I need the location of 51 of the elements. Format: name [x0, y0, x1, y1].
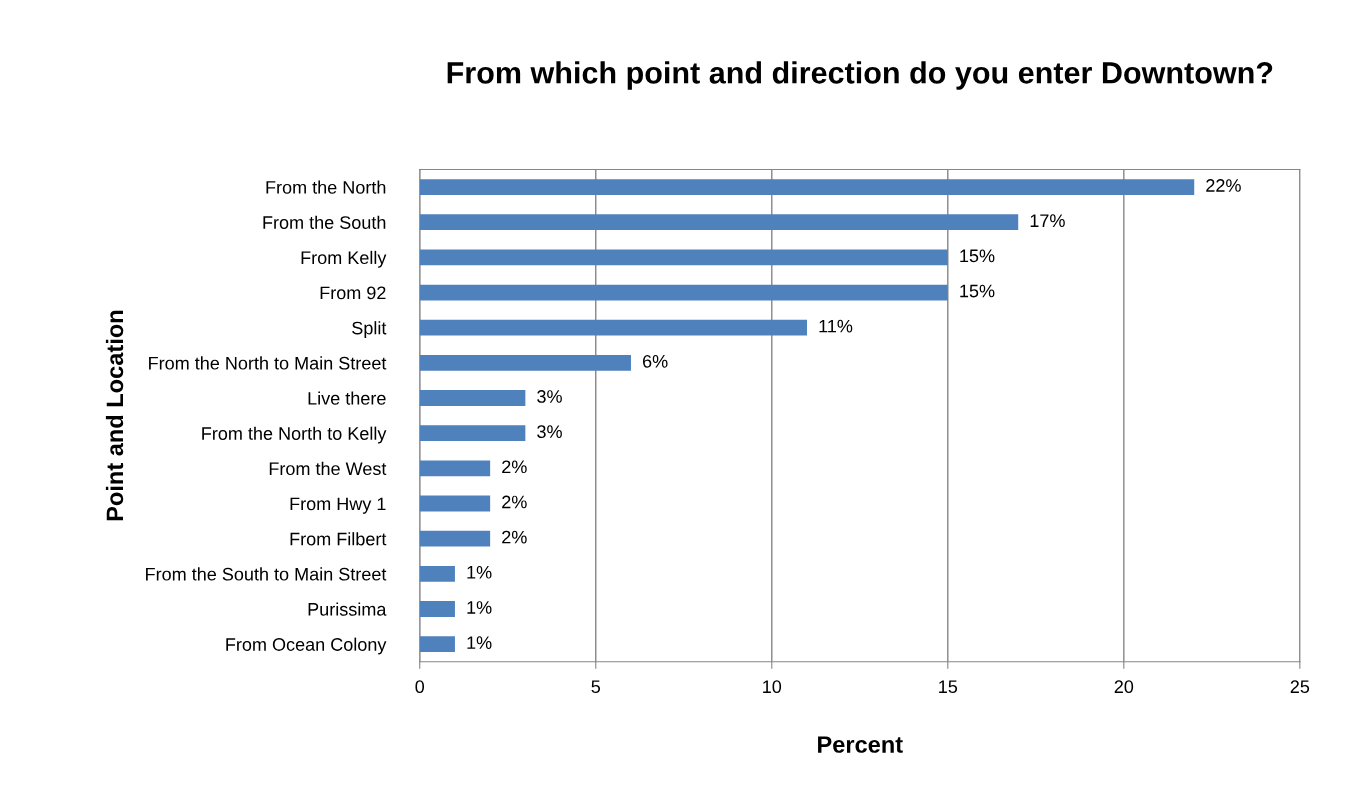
- y-tick-label: Purissima: [308, 602, 387, 616]
- data-label: 22%: [1206, 179, 1241, 192]
- bar: [419, 214, 1019, 231]
- data-label: 1%: [467, 636, 492, 649]
- y-tick-label: From the West: [269, 461, 387, 476]
- data-label: 2%: [502, 495, 527, 509]
- x-tick-label: 5: [591, 680, 601, 694]
- data-label: 2%: [502, 530, 527, 544]
- data-label: 2%: [502, 460, 527, 474]
- data-label: 11%: [819, 319, 853, 333]
- bar: [419, 249, 948, 266]
- y-tick-label: From Filbert: [290, 532, 387, 546]
- data-label: 6%: [642, 354, 668, 368]
- y-tick-label: From the North to Main Street: [149, 356, 387, 370]
- data-label: 1%: [467, 601, 492, 614]
- bar: [419, 319, 807, 336]
- x-tick-label: 0: [415, 680, 425, 694]
- bar: [419, 565, 455, 582]
- y-tick-label: From the North: [266, 180, 386, 194]
- data-label: 1%: [467, 565, 492, 579]
- data-label: 17%: [1030, 214, 1065, 227]
- y-tick-label: From Hwy 1: [290, 497, 386, 514]
- x-tick-label: 20: [1114, 680, 1134, 694]
- bar: [419, 179, 1195, 195]
- data-label: 3%: [537, 425, 562, 439]
- data-label: 3%: [537, 390, 562, 403]
- y-tick-label: Split: [352, 321, 387, 338]
- y-tick-label: Live there: [308, 391, 386, 405]
- y-tick-label: From 92: [320, 286, 386, 300]
- y-tick-label: From the South: [263, 215, 386, 229]
- bar: [419, 425, 526, 442]
- bar: [419, 495, 491, 512]
- bar: [419, 390, 526, 406]
- x-tick-label: 25: [1290, 680, 1310, 694]
- y-tick-label: From the North to Kelly: [202, 426, 387, 444]
- bar: [419, 460, 491, 477]
- bar: [419, 601, 455, 617]
- y-axis-title: Point and Location: [105, 310, 124, 521]
- x-tick-label: 15: [939, 680, 958, 694]
- y-tick-label: From the South to Main Street: [146, 567, 387, 581]
- bar: [419, 530, 491, 547]
- data-label: 15%: [960, 284, 995, 298]
- y-tick-label: From Ocean Colony: [226, 637, 387, 655]
- x-axis-title: Percent: [818, 736, 903, 753]
- bar: [419, 354, 631, 371]
- chart-title: From which point and direction do you enter Downtown?: [447, 61, 1273, 90]
- x-tick-label: 10: [763, 680, 782, 694]
- bar: [419, 636, 455, 653]
- y-tick-label: From Kelly: [301, 250, 387, 268]
- bar: [419, 284, 948, 301]
- data-label: 15%: [960, 249, 995, 263]
